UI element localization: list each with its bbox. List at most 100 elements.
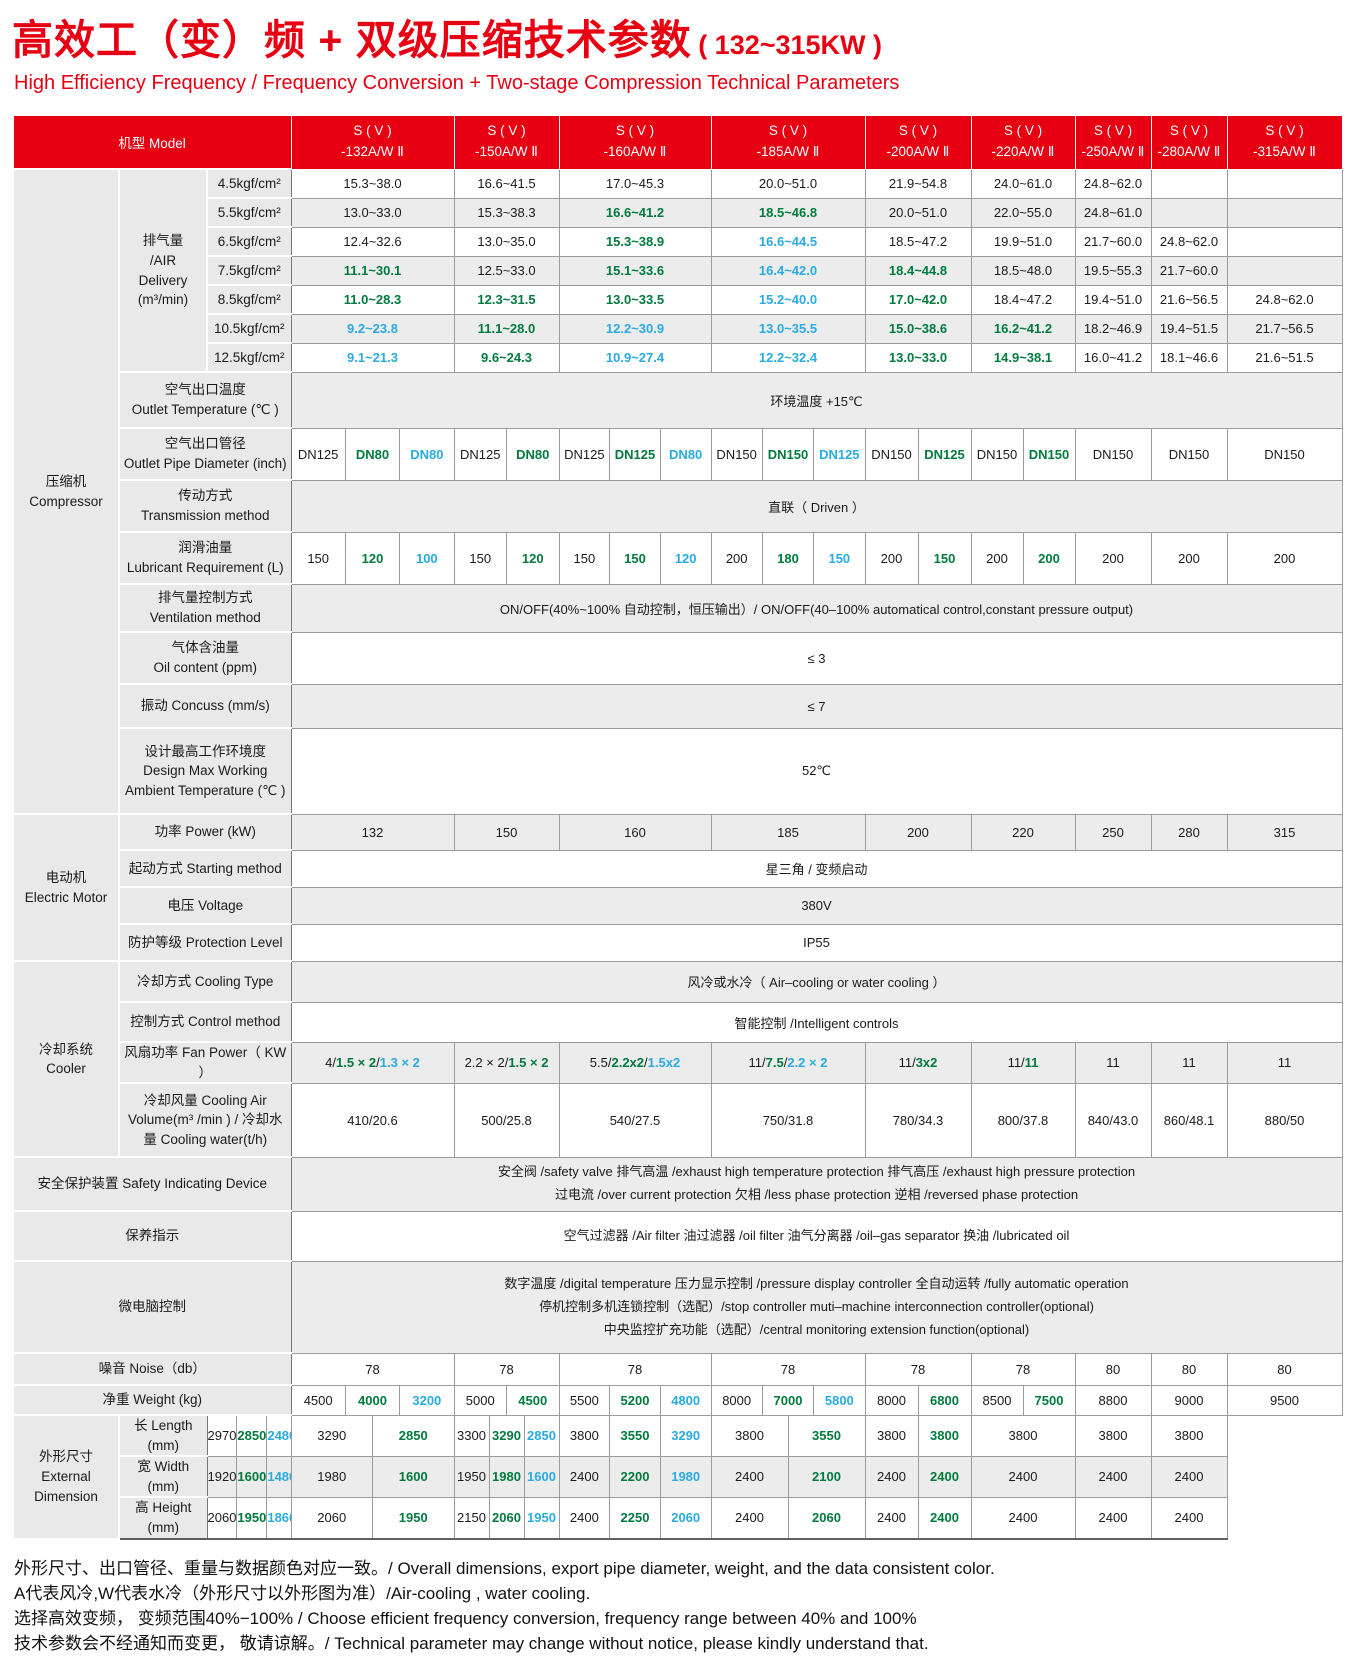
sub-cell: 1980: [660, 1457, 711, 1497]
text-line: 微电脑控制: [14, 1297, 291, 1317]
text-line: Dimension: [14, 1487, 118, 1507]
text-line: 排气量控制方式: [120, 588, 291, 608]
value-text: 78: [781, 1362, 795, 1377]
text-line: 净重 Weight (kg): [14, 1390, 291, 1410]
split-cell: 2400: [1076, 1498, 1151, 1538]
cell-noise-220: 78: [971, 1353, 1075, 1385]
pressure-label: 7.5kgf/cm²: [207, 256, 291, 285]
value-design-max-temp: 52℃: [291, 728, 1342, 814]
cell-airdelivery-150: 12.3~31.5: [454, 285, 559, 314]
sub-cell: 2400: [1152, 1457, 1227, 1497]
text-line: Lubricant Requirement (L): [120, 558, 291, 578]
value-text: 15.2~40.0: [759, 292, 817, 307]
cell-weight-280: 9000: [1151, 1385, 1227, 1415]
value-protection-level: IP55: [291, 924, 1342, 961]
cell-airdelivery-250: 19.4~51.0: [1075, 285, 1151, 314]
value-text: 2400: [930, 1469, 959, 1484]
cell-lubricant-315: 200: [1227, 532, 1342, 584]
row-label-power: 功率 Power (kW): [119, 814, 291, 850]
row-label-weight: 净重 Weight (kg): [13, 1385, 291, 1415]
value-text: 24.8~62.0: [1084, 176, 1142, 191]
pressure-label: 8.5kgf/cm²: [207, 285, 291, 314]
cell-airvolume-280: 860/48.1: [1151, 1083, 1227, 1157]
value-text: 180: [777, 551, 799, 566]
text-line: Oil content (ppm): [120, 658, 291, 678]
value-text: DN80: [516, 447, 549, 462]
text-line: (m³/min): [120, 290, 206, 310]
value-text: 星三角 / 变频启动: [766, 862, 868, 877]
cell-airdelivery-315: 21.6~51.5: [1227, 343, 1342, 372]
value-text: 19.4~51.0: [1084, 292, 1142, 307]
sub-cell: DN150: [1228, 429, 1342, 480]
value-text: 24.8~62.0: [1255, 292, 1313, 307]
value-text: 3550: [812, 1428, 841, 1443]
sub-cell: 2060: [660, 1498, 711, 1538]
value-text: 80: [1277, 1362, 1291, 1377]
model-series: S ( V ): [712, 121, 865, 142]
sub-cell: 4000: [345, 1386, 399, 1415]
header-model-220: S ( V )-220A/W Ⅱ: [971, 116, 1075, 170]
cell-airdelivery-160: 16.6~41.2: [559, 198, 711, 227]
value-text: DN150: [768, 447, 808, 462]
cell-airdelivery-315: [1227, 227, 1342, 256]
sub-cell: DN80: [660, 429, 711, 480]
text-line: 长 Length (mm): [120, 1416, 207, 1455]
text-line: Compressor: [14, 492, 118, 512]
split-cell: 2400: [972, 1498, 1075, 1538]
value-voltage: 380V: [291, 887, 1342, 924]
cell-noise-250: 80: [1075, 1353, 1151, 1385]
cell-fanpower-250: 11: [1075, 1042, 1151, 1083]
value-text: 13.0~33.5: [606, 292, 664, 307]
value-text: 160: [624, 825, 646, 840]
value-text: 8.5kgf/cm²: [218, 292, 281, 307]
cell-airdelivery-220: 18.5~48.0: [971, 256, 1075, 285]
sub-cell: 9500: [1228, 1386, 1342, 1415]
sub-cell: 200: [1076, 533, 1151, 584]
value-text: 220: [1012, 825, 1034, 840]
value-oil-content: ≤ 3: [291, 632, 1342, 684]
value-text: 11/: [1008, 1055, 1025, 1070]
model-series: S ( V ): [972, 121, 1075, 142]
sub-cell: 1860: [266, 1498, 291, 1538]
value-text: 19.5~55.3: [1084, 263, 1142, 278]
value-text: 19.9~51.0: [994, 234, 1052, 249]
cell-power-132: 132: [291, 814, 454, 850]
note-frequency-range: 选择高效变频， 变频范围40%−100% / Choose efficient …: [14, 1606, 1341, 1631]
cell-airdelivery-185: 12.2~32.4: [711, 343, 865, 372]
text-line: 起动方式 Starting method: [120, 859, 291, 879]
value-text: 8800: [1099, 1393, 1128, 1408]
model-series: S ( V ): [560, 121, 711, 142]
cell-airdelivery-315: 21.7~56.5: [1227, 314, 1342, 343]
cell-airdelivery-220: 18.4~47.2: [971, 285, 1075, 314]
row-label-starting-method: 起动方式 Starting method: [119, 850, 291, 887]
value-text: 12.5~33.0: [477, 263, 535, 278]
text-line: 空气出口管径: [120, 434, 291, 454]
value-text: 20.0~51.0: [759, 176, 817, 191]
value-text: 78: [911, 1362, 925, 1377]
sub-cell: 8000: [866, 1386, 918, 1415]
value-text: 3290: [492, 1428, 521, 1443]
sub-cell: DN80: [345, 429, 399, 480]
value-text: 17.0~45.3: [606, 176, 664, 191]
sub-cell: 2400: [918, 1457, 971, 1497]
split-cell: 200: [1152, 533, 1227, 584]
split-cell: 3800: [972, 1416, 1075, 1456]
text-line: 排气量: [120, 231, 206, 251]
value-text: 3300: [457, 1428, 486, 1443]
value-text: ≤ 7: [808, 699, 826, 714]
cell-width-315: 2400: [1151, 1456, 1227, 1497]
cell-airvolume-150: 500/25.8: [454, 1083, 559, 1157]
